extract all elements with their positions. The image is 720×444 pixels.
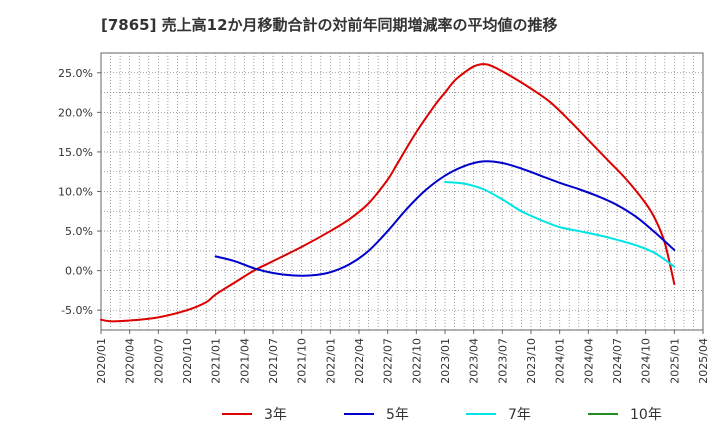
y-tick-label: 10.0%	[58, 186, 93, 199]
x-tick-label: 2024/10	[640, 338, 653, 384]
x-tick-label: 2022/07	[382, 338, 395, 384]
series-layer	[100, 63, 676, 323]
x-tick-label: 2023/07	[496, 338, 509, 384]
x-tick-label: 2020/10	[181, 338, 194, 384]
x-tick-label: 2020/01	[95, 338, 108, 384]
y-tick-label: 5.0%	[65, 225, 93, 238]
y-tick-label: 0.0%	[65, 265, 93, 278]
x-tick-label: 2024/04	[582, 338, 595, 384]
legend: 3年 5年 7年 10年	[222, 407, 662, 423]
legend-label-2: 5年	[386, 407, 409, 423]
x-tick-label: 2024/01	[554, 338, 567, 384]
legend-label-4: 10年	[630, 407, 662, 423]
x-tick-label: 2023/04	[468, 338, 481, 384]
x-tick-label: 2021/07	[267, 338, 280, 384]
x-tick-label: 2021/04	[238, 338, 251, 384]
x-tick-label: 2024/07	[611, 338, 624, 384]
legend-label-3: 7年	[508, 407, 531, 423]
grid-layer	[100, 52, 704, 331]
x-tick-label: 2025/01	[668, 338, 681, 384]
series-line-1	[100, 63, 676, 323]
x-tick-label: 2022/04	[353, 338, 366, 384]
x-tick-label: 2021/01	[210, 338, 223, 384]
y-tick-label: 25.0%	[58, 67, 93, 80]
x-tick-label: 2022/10	[410, 338, 423, 384]
y-tick-label: -5.0%	[61, 304, 93, 317]
series-line-3	[444, 181, 676, 268]
x-tick-label: 2023/10	[525, 338, 538, 384]
x-tick-label: 2025/04	[697, 338, 710, 384]
x-tick-label: 2022/01	[324, 338, 337, 384]
x-tick-label: 2020/07	[152, 338, 165, 384]
series-line-2	[214, 160, 676, 277]
x-tick-label: 2020/04	[124, 338, 137, 384]
x-tick-label: 2021/10	[296, 338, 309, 384]
x-tick-label: 2023/01	[439, 338, 452, 384]
chart-title: [7865] 売上高12か月移動合計の対前年同期増減率の平均値の推移	[101, 16, 558, 34]
y-tick-label: 20.0%	[58, 106, 93, 119]
legend-label-1: 3年	[264, 407, 287, 423]
y-tick-label: 15.0%	[58, 146, 93, 159]
axis-layer: -5.0% 0.0% 5.0% 10.0% 15.0% 20.0% 25.0% 2020/01…	[58, 67, 710, 384]
